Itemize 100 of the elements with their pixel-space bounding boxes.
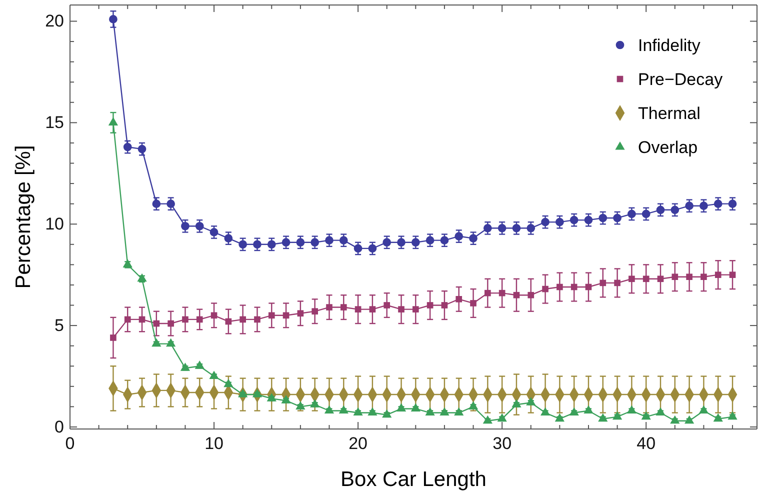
- point: [556, 218, 564, 226]
- point: [672, 274, 678, 280]
- point: [729, 272, 736, 278]
- point: [122, 259, 132, 268]
- point: [354, 306, 362, 312]
- point: [296, 238, 305, 247]
- point: [700, 202, 708, 210]
- point: [384, 302, 390, 308]
- point: [440, 236, 449, 245]
- point: [556, 284, 563, 290]
- point: [224, 378, 234, 388]
- point: [282, 312, 290, 319]
- point: [670, 415, 680, 424]
- legend-label: Infidelity: [638, 36, 701, 55]
- point: [584, 405, 594, 414]
- point: [484, 290, 491, 296]
- point: [498, 224, 506, 232]
- point: [584, 216, 593, 224]
- point: [123, 142, 132, 152]
- x-tick-label: 10: [204, 434, 224, 454]
- point: [396, 403, 406, 412]
- point: [240, 316, 246, 323]
- point: [456, 296, 462, 302]
- point: [382, 238, 392, 247]
- point: [686, 274, 692, 280]
- y-tick-label: 5: [54, 316, 64, 335]
- point: [513, 292, 520, 298]
- point: [614, 280, 620, 286]
- legend-label: Thermal: [638, 104, 700, 123]
- point: [210, 312, 218, 319]
- point: [728, 200, 737, 208]
- point: [714, 272, 722, 278]
- point: [441, 302, 448, 308]
- point: [181, 222, 190, 230]
- x-tick-label: 40: [636, 434, 656, 454]
- point: [613, 214, 622, 222]
- legend-label: Overlap: [638, 138, 698, 157]
- point: [685, 202, 694, 210]
- point: [282, 238, 290, 247]
- point: [254, 316, 260, 323]
- point: [368, 244, 377, 253]
- point: [196, 316, 203, 323]
- point: [110, 334, 116, 341]
- point: [325, 236, 334, 245]
- point: [698, 405, 709, 414]
- point: [168, 320, 174, 327]
- point: [528, 292, 534, 298]
- point: [266, 393, 276, 402]
- point: [541, 218, 550, 226]
- point: [152, 200, 161, 208]
- point: [224, 234, 233, 242]
- legend-label: Pre−Decay: [638, 70, 724, 89]
- point: [368, 407, 378, 416]
- point: [469, 234, 478, 242]
- point: [397, 238, 406, 247]
- point: [642, 210, 650, 218]
- point: [570, 284, 578, 290]
- point: [268, 312, 275, 319]
- point: [482, 415, 492, 424]
- point: [542, 286, 548, 292]
- point: [628, 276, 635, 282]
- point: [526, 397, 536, 406]
- point: [340, 304, 347, 310]
- point: [210, 228, 218, 236]
- point: [512, 224, 521, 232]
- point: [470, 300, 476, 306]
- point: [670, 206, 680, 214]
- point: [252, 388, 262, 398]
- point: [700, 274, 707, 280]
- point: [570, 216, 578, 224]
- x-tick-label: 30: [492, 434, 512, 454]
- point: [684, 415, 694, 424]
- point: [657, 276, 664, 282]
- point: [166, 200, 175, 208]
- point: [138, 144, 146, 154]
- y-tick-label: 0: [54, 417, 64, 436]
- y-axis-title: Percentage [%]: [12, 145, 35, 289]
- point: [326, 304, 332, 310]
- point: [180, 362, 190, 371]
- point: [109, 15, 118, 24]
- point: [225, 318, 232, 325]
- point: [253, 240, 262, 249]
- point: [526, 224, 536, 232]
- point: [339, 236, 348, 245]
- point: [412, 306, 419, 312]
- point: [656, 206, 665, 214]
- point: [600, 280, 606, 286]
- point: [598, 214, 608, 222]
- point: [238, 240, 248, 249]
- y-tick-label: 15: [45, 113, 64, 132]
- point: [714, 200, 722, 208]
- point: [353, 407, 363, 416]
- point: [182, 316, 188, 323]
- point: [410, 403, 420, 412]
- point: [483, 224, 492, 232]
- point: [166, 338, 176, 347]
- point: [426, 302, 434, 308]
- point: [454, 232, 464, 240]
- point: [310, 238, 320, 247]
- point: [628, 210, 636, 218]
